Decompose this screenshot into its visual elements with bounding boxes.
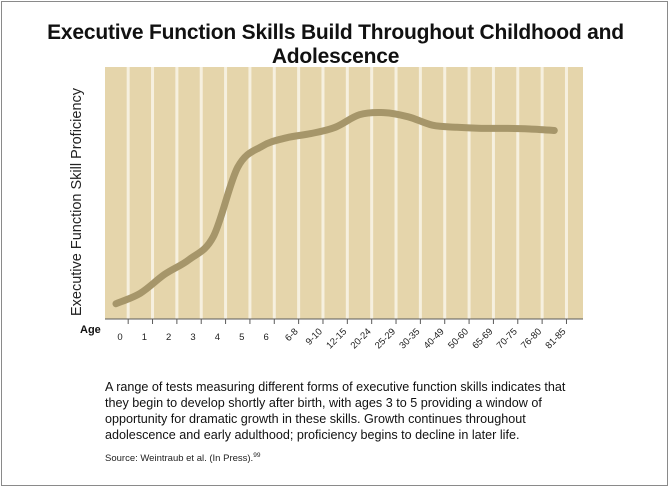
x-tick-label: 0 [117, 332, 122, 343]
x-tick-label: 30-35 [397, 326, 422, 351]
x-tick-label: 2 [166, 332, 171, 343]
x-tick-label: 65-69 [470, 326, 495, 351]
source-text: Source: Weintraub et al. (In Press). [105, 453, 254, 465]
x-tick-label: 3 [190, 332, 195, 343]
source-note: Source: Weintraub et al. (In Press).99 [105, 452, 260, 464]
x-axis-label: Age [80, 324, 101, 336]
x-tick-label: 5 [239, 332, 244, 343]
x-tick-label: 9-10 [304, 326, 325, 347]
x-tick-label: 20-24 [349, 326, 374, 351]
x-tick-label: 4 [215, 332, 220, 343]
x-tick-label: 25-29 [373, 326, 398, 351]
x-tick-label: 50-60 [446, 326, 471, 351]
x-tick-label: 6-8 [283, 326, 300, 343]
x-tick-label: 70-75 [495, 326, 520, 351]
proficiency-curve [112, 108, 558, 308]
chart-caption: A range of tests measuring different for… [105, 380, 566, 442]
x-tick-label: 40-49 [422, 326, 447, 351]
x-tick-label: 6 [263, 332, 268, 343]
x-tick-label: 12-15 [324, 326, 349, 351]
chart-title: Executive Function Skills Build Througho… [47, 21, 624, 68]
x-tick-label: 81-85 [543, 326, 568, 351]
x-tick-label: 76-80 [519, 326, 544, 351]
plot-area [105, 67, 583, 319]
source-footnote: 99 [253, 452, 261, 459]
x-tick-label: 1 [142, 332, 147, 343]
